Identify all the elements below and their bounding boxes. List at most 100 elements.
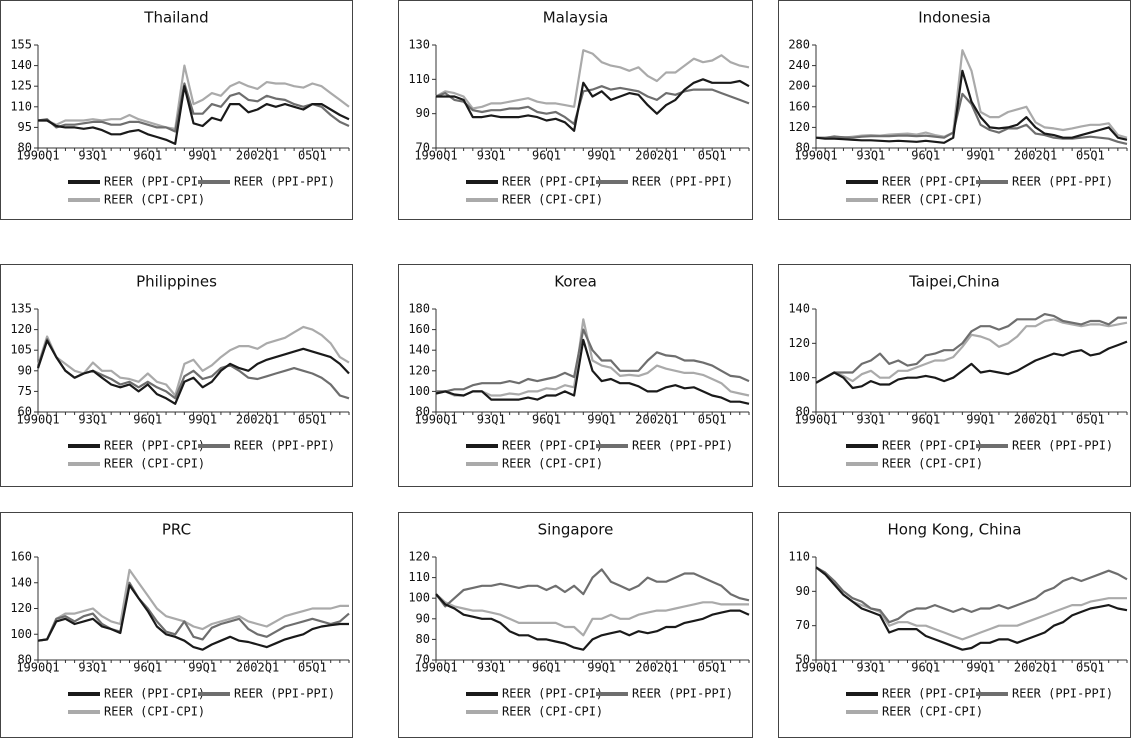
y-tick-label: 70 — [796, 618, 810, 632]
panel: Malaysia 70 90 110 130 1990Q1 93Q1 96Q1 99Q1 2002… — [398, 0, 753, 220]
y-tick-label: 100 — [408, 384, 430, 398]
series-line — [435, 568, 750, 608]
x-tick-label: 93Q1 — [477, 413, 506, 427]
y-tick-label: 155 — [10, 38, 32, 52]
y-tick-label: 90 — [416, 611, 430, 625]
x-tick-label: 99Q1 — [587, 661, 616, 675]
x-tick-label: 1990Q1 — [794, 661, 837, 675]
y-tick-label: 110 — [408, 570, 430, 584]
legend-label: REER (PPI-PPI) — [632, 439, 733, 453]
x-tick-label: 99Q1 — [188, 413, 217, 427]
series-line — [38, 85, 350, 145]
x-tick-label: 96Q1 — [911, 661, 940, 675]
legend-label: REER (PPI-CPI) — [882, 439, 983, 453]
y-tick-label: 75 — [18, 384, 32, 398]
legend-label: REER (PPI-PPI) — [1012, 439, 1113, 453]
x-tick-label: 2002Q1 — [236, 413, 279, 427]
x-tick-label: 2002Q1 — [635, 661, 678, 675]
x-tick-label: 1990Q1 — [414, 661, 457, 675]
y-tick-label: 160 — [788, 99, 810, 113]
panel-border — [0, 264, 353, 487]
x-tick-label: 05Q1 — [1076, 413, 1105, 427]
series-line — [436, 78, 750, 132]
x-tick-label: 99Q1 — [587, 149, 616, 163]
x-tick-label: 93Q1 — [477, 661, 506, 675]
y-tick-label: 80 — [416, 632, 430, 646]
panel: Taipei,China 80 100 120 140 1990Q1 93Q1 96Q1 99Q… — [778, 264, 1131, 487]
legend-label: REER (CPI-CPI) — [104, 705, 205, 719]
series-line — [37, 584, 349, 651]
x-tick-label: 93Q1 — [78, 413, 107, 427]
y-tick-label: 90 — [18, 363, 32, 377]
x-tick-label: 05Q1 — [298, 149, 327, 163]
y-tick-label: 90 — [416, 106, 430, 120]
y-tick-label: 140 — [408, 343, 430, 357]
y-tick-label: 125 — [10, 79, 32, 93]
y-tick-label: 100 — [788, 370, 810, 384]
x-tick-label: 2002Q1 — [236, 149, 279, 163]
y-tick-label: 120 — [408, 550, 430, 564]
y-tick-label: 60 — [18, 405, 32, 419]
y-tick-label: 80 — [796, 405, 810, 419]
y-tick-label: 80 — [18, 653, 32, 667]
legend-label: REER (CPI-CPI) — [882, 193, 983, 207]
y-tick-label: 280 — [788, 38, 810, 52]
x-tick-label: 2002Q1 — [1014, 661, 1057, 675]
x-tick-label: 99Q1 — [966, 149, 995, 163]
y-tick-label: 140 — [10, 58, 32, 72]
panel: PRC 80 100 120 140 160 1990Q1 93Q1 96Q1 99Q1 2002Q… — [0, 512, 353, 738]
chart-title: Malaysia — [543, 9, 609, 27]
y-tick-label: 90 — [796, 584, 810, 598]
series-line — [36, 339, 350, 405]
y-tick-label: 180 — [408, 302, 430, 316]
panel-border — [778, 512, 1131, 738]
panel: Philippines 60 75 90 105 120 135 1990Q1 93Q1 96Q1… — [0, 264, 353, 487]
x-tick-label: 2002Q1 — [1014, 149, 1057, 163]
x-tick-label: 99Q1 — [188, 661, 217, 675]
x-tick-label: 05Q1 — [298, 413, 327, 427]
legend-label: REER (CPI-CPI) — [502, 457, 603, 471]
legend-label: REER (PPI-CPI) — [502, 175, 603, 189]
panel-border — [778, 0, 1131, 220]
y-tick-label: 80 — [18, 141, 32, 155]
legend-label: REER (PPI-CPI) — [502, 439, 603, 453]
series-line — [815, 318, 1128, 384]
x-tick-label: 93Q1 — [78, 661, 107, 675]
x-tick-label: 1990Q1 — [16, 413, 59, 427]
series-line — [815, 566, 1128, 624]
y-tick-label: 95 — [18, 120, 32, 134]
y-tick-label: 120 — [788, 120, 810, 134]
y-tick-label: 140 — [10, 575, 32, 589]
x-tick-label: 96Q1 — [133, 661, 162, 675]
series-line — [37, 581, 350, 642]
chart-title: Korea — [554, 273, 597, 291]
legend-label: REER (PPI-PPI) — [632, 175, 733, 189]
x-tick-label: 93Q1 — [856, 149, 885, 163]
series-line — [435, 49, 750, 110]
x-tick-label: 2002Q1 — [1014, 413, 1057, 427]
x-tick-label: 96Q1 — [133, 413, 162, 427]
legend-label: REER (PPI-CPI) — [882, 175, 983, 189]
legend-label: REER (PPI-PPI) — [234, 687, 335, 701]
series-line — [436, 328, 750, 393]
y-tick-label: 120 — [10, 601, 32, 615]
legend-label: REER (CPI-CPI) — [502, 705, 603, 719]
legend-label: REER (PPI-CPI) — [882, 687, 983, 701]
series-line — [37, 82, 350, 133]
y-tick-label: 120 — [10, 322, 32, 336]
legend-label: REER (PPI-PPI) — [1012, 175, 1113, 189]
x-tick-label: 99Q1 — [188, 149, 217, 163]
y-tick-label: 50 — [796, 653, 810, 667]
legend-label: REER (PPI-CPI) — [502, 687, 603, 701]
x-tick-label: 99Q1 — [966, 661, 995, 675]
x-tick-label: 93Q1 — [78, 149, 107, 163]
y-tick-label: 110 — [408, 72, 430, 86]
chart-title: Indonesia — [918, 9, 991, 27]
x-tick-label: 1990Q1 — [16, 149, 59, 163]
y-tick-label: 130 — [408, 38, 430, 52]
x-tick-label: 05Q1 — [1076, 661, 1105, 675]
chart-title: Taipei,China — [908, 273, 1000, 291]
y-tick-label: 100 — [10, 627, 32, 641]
series-line — [435, 593, 750, 651]
